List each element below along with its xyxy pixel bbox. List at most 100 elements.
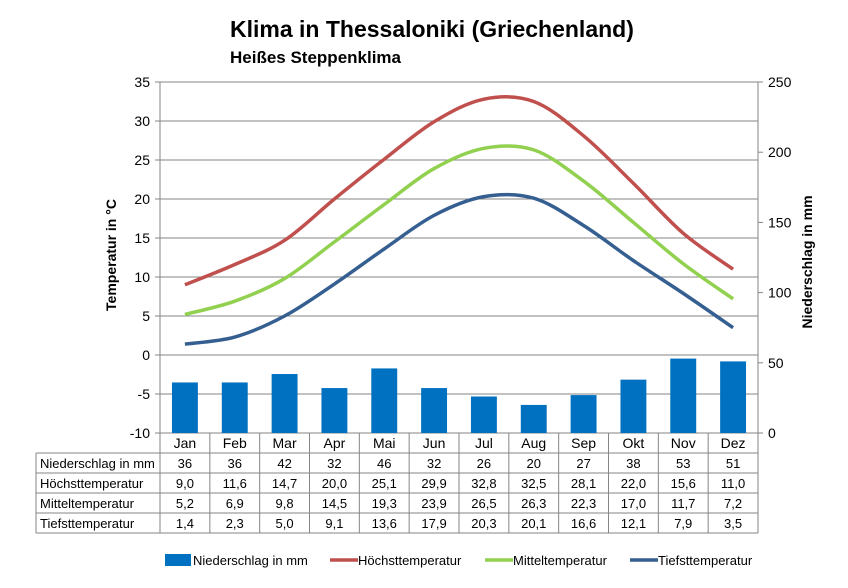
table-cell: 36 [178,456,192,471]
table-cell: 28,1 [571,476,596,491]
table-cell: 51 [726,456,740,471]
low-temp-line [184,192,735,346]
y-tick-label: 0 [142,347,150,363]
table-cell: 3,5 [724,516,742,531]
table-cell: 17,0 [621,496,646,511]
y2-tick-label: 250 [768,74,792,90]
table-cell: 15,6 [671,476,696,491]
table-cell: 23,9 [421,496,446,511]
precip-bar [670,358,697,433]
table-cell: 2,3 [226,516,244,531]
y2-tick-label: 200 [768,144,792,160]
table-cell: 9,0 [176,476,194,491]
category-label: Okt [623,435,645,451]
category-label: Aug [521,435,546,451]
precip-bar [421,388,448,433]
table-cell: 32 [327,456,341,471]
table-cell: 42 [277,456,291,471]
table-cell: 32 [427,456,441,471]
y-tick-label: 35 [134,74,150,90]
precip-bar [171,382,198,433]
precip-bar [520,404,547,433]
table-cell: 26,3 [521,496,546,511]
category-label: Nov [671,435,696,451]
table-cell: 20,0 [322,476,347,491]
y2-tick-label: 100 [768,285,792,301]
chart-subtitle: Heißes Steppenklima [230,48,402,67]
table-cell: 29,9 [421,476,446,491]
category-label: Jun [423,435,446,451]
table-cell: 19,3 [372,496,397,511]
table-cell: 11,6 [223,476,247,491]
precip-bar [271,374,298,433]
table-cell: 7,2 [724,496,742,511]
table-cell: 26,5 [471,496,496,511]
table-cell: 22,0 [621,476,646,491]
y-tick-label: 30 [134,113,150,129]
table-cell: 9,8 [276,496,294,511]
category-label: Mai [373,435,396,451]
high-temp-line [184,95,735,287]
table-cell: 53 [676,456,690,471]
precip-bar [470,396,497,433]
table-cell: 46 [377,456,391,471]
precip-bar [570,395,597,433]
table-cell: 11,7 [671,496,695,511]
y2-tick-label: 150 [768,214,792,230]
precip-bar [720,361,747,433]
category-label: Sep [571,435,596,451]
table-cell: 32,5 [521,476,546,491]
table-row-header: Mitteltemperatur [40,496,135,511]
y-axis-title: Temperatur in °C [103,199,119,311]
table-cell: 27 [576,456,590,471]
category-label: Jul [475,435,493,451]
table-cell: 38 [626,456,640,471]
table-cell: 5,0 [276,516,294,531]
table-cell: 9,1 [325,516,343,531]
table-cell: 5,2 [176,496,194,511]
legend-label: Niederschlag in mm [193,553,308,568]
precip-bar [321,388,348,433]
table-cell: 14,7 [272,476,297,491]
table-cell: 17,9 [421,516,446,531]
legend-label: Tiefsttemperatur [658,553,753,568]
table-cell: 26 [477,456,491,471]
legend-label: Mitteltemperatur [513,553,608,568]
category-label: Dez [721,435,746,451]
table-cell: 25,1 [372,476,397,491]
y-tick-label: 25 [134,152,150,168]
precip-bar [371,368,398,433]
table-cell: 13,6 [372,516,397,531]
table-row-header: Niederschlag in mm [40,456,155,471]
table-cell: 6,9 [226,496,244,511]
y-tick-label: 10 [134,269,150,285]
table-cell: 22,3 [571,496,596,511]
table-cell: 36 [228,456,242,471]
table-cell: 20,1 [521,516,546,531]
table-cell: 11,0 [721,476,745,491]
table-row-header: Höchsttemperatur [40,476,144,491]
category-label: Mar [273,435,297,451]
y-tick-label: -5 [138,386,151,402]
chart-title: Klima in Thessaloniki (Griechenland) [230,16,634,42]
table-cell: 7,9 [674,516,692,531]
category-label: Jan [174,435,197,451]
y-tick-label: -10 [130,425,150,441]
y-tick-label: 20 [134,191,150,207]
table-cell: 32,8 [471,476,496,491]
table-cell: 14,5 [322,496,347,511]
y2-axis-title: Niederschlag in mm [799,195,815,328]
precip-bar [221,382,248,433]
category-label: Apr [324,435,346,451]
y-tick-label: 5 [142,308,150,324]
legend-swatch [165,554,191,566]
category-label: Feb [223,435,247,451]
table-cell: 12,1 [621,516,646,531]
y2-tick-label: 50 [768,355,784,371]
y-tick-label: 15 [134,230,150,246]
table-cell: 1,4 [176,516,194,531]
table-row-header: Tiefsttemperatur [40,516,135,531]
mean-temp-line [184,144,735,317]
legend-label: Höchsttemperatur [358,553,462,568]
